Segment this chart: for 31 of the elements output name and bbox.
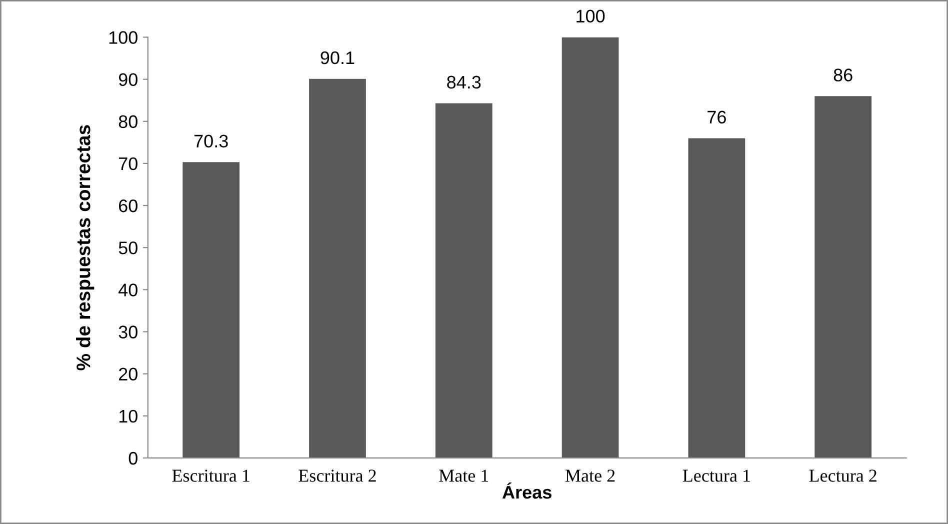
x-tick-label: Escritura 1: [172, 470, 250, 482]
y-tick-label: 60: [119, 199, 138, 212]
x-tick-label: Lectura 1: [682, 470, 750, 482]
y-tick-label: 50: [118, 242, 138, 254]
data-label: 100: [576, 10, 605, 23]
x-tick-label: Escritura 2: [298, 470, 376, 482]
y-tick-label: 30: [118, 326, 138, 338]
bar: [688, 138, 746, 458]
data-label: 70.3: [194, 134, 228, 148]
y-axis-title: % de respuestas correctas: [76, 125, 94, 370]
data-label: 84.3: [447, 76, 481, 89]
bar: [309, 78, 366, 458]
x-tick-label: Lectura 2: [809, 470, 876, 482]
x-tick-label: Mate 1: [439, 470, 488, 482]
bar: [182, 162, 240, 458]
y-tick-label: 100: [109, 31, 138, 44]
y-tick-label: 70: [119, 157, 138, 170]
y-tick-label: 40: [118, 284, 138, 296]
data-label: 90.1: [320, 51, 354, 64]
bar: [562, 37, 619, 458]
y-tick-label: 80: [118, 115, 138, 128]
data-label: 86: [834, 68, 852, 82]
bar: [814, 96, 872, 458]
y-tick-label: 0: [128, 452, 138, 465]
data-label: 76: [708, 110, 726, 124]
x-tick-label: Mate 2: [565, 470, 615, 482]
x-axis-title: Áreas: [502, 482, 552, 499]
y-tick-label: 20: [118, 368, 138, 381]
bar: [435, 103, 492, 458]
y-tick-label: 10: [119, 410, 138, 423]
y-tick-label: 90: [118, 73, 138, 86]
